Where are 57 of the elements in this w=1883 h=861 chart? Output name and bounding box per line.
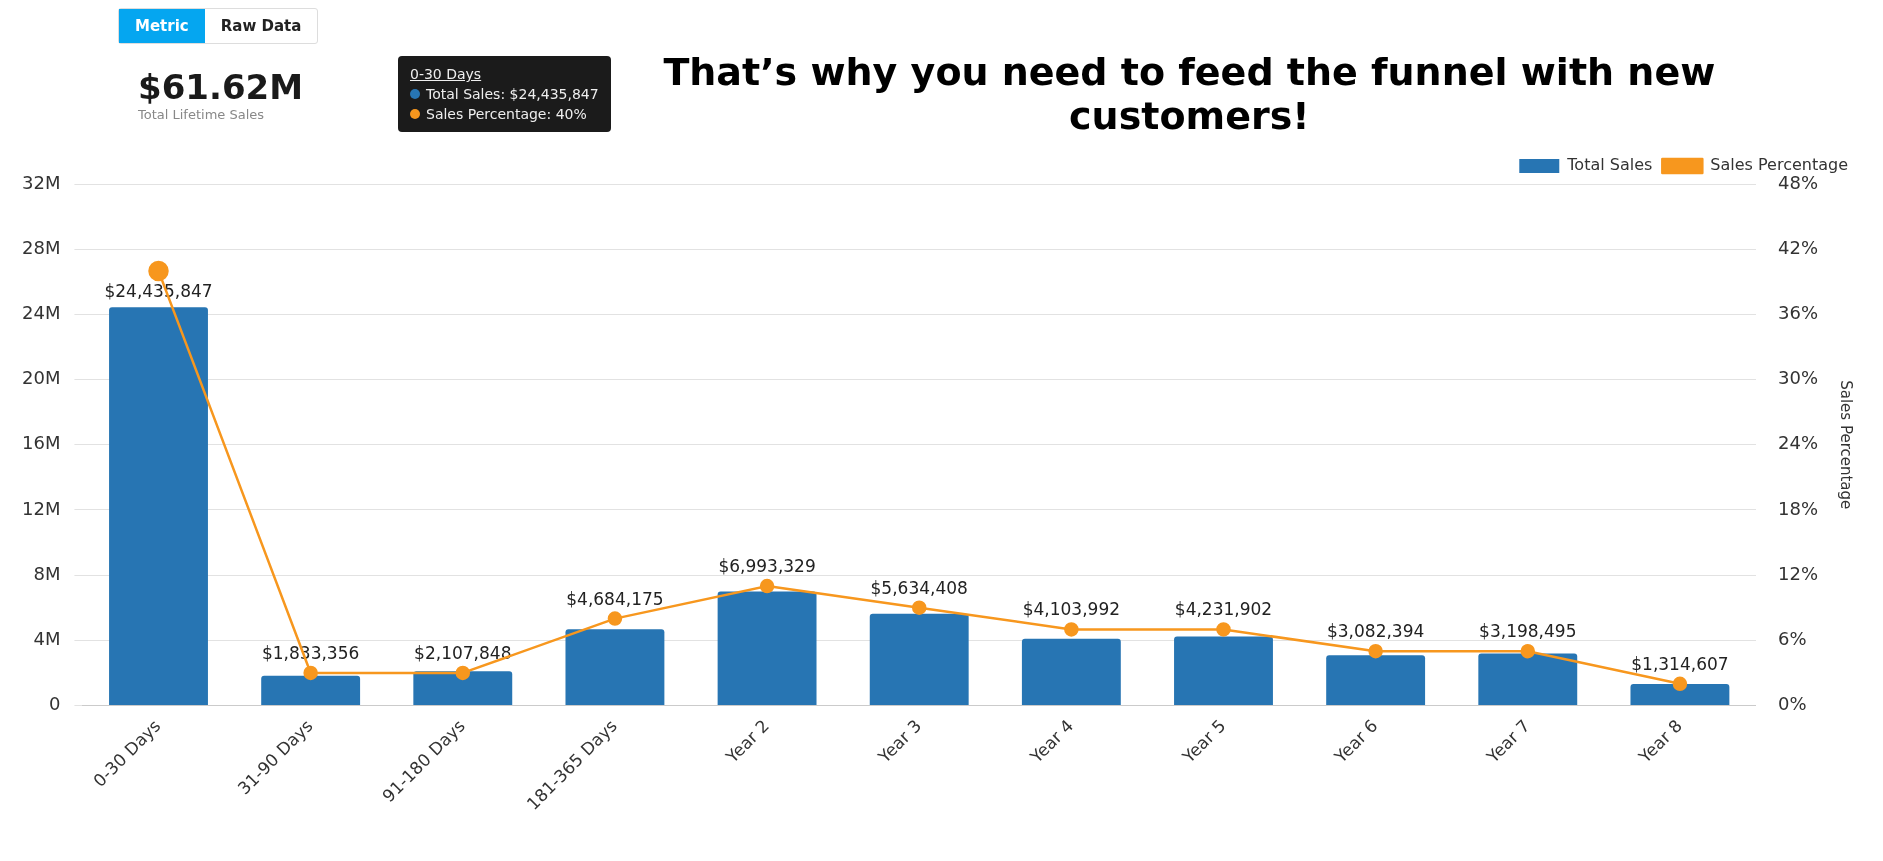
data-label: $1,314,607 bbox=[1631, 653, 1729, 674]
text: Total Lifetime Sales bbox=[138, 106, 266, 122]
y-tick-label: 4M bbox=[33, 628, 61, 650]
data-label: $2,107,848 bbox=[414, 642, 512, 663]
legend-label: Total Sales bbox=[1566, 155, 1653, 175]
text: Metric bbox=[119, 9, 205, 43]
point bbox=[1368, 643, 1383, 659]
y-tick-label: 32M bbox=[22, 171, 61, 193]
bar bbox=[717, 591, 817, 706]
bar bbox=[1478, 653, 1578, 706]
y-tick-label: 16M bbox=[22, 432, 61, 454]
point bbox=[303, 665, 318, 681]
y2-axis-title: Sales Percentage bbox=[1837, 380, 1856, 510]
bar bbox=[1326, 655, 1426, 706]
data-label: $4,231,902 bbox=[1174, 599, 1273, 620]
y-tick-label: 24M bbox=[22, 302, 61, 324]
data-label: $6,993,329 bbox=[718, 555, 816, 576]
point bbox=[911, 600, 927, 615]
point bbox=[1520, 643, 1536, 659]
bar bbox=[1630, 684, 1730, 706]
data-label: $3,198,495 bbox=[1479, 621, 1577, 642]
data-label: $4,684,175 bbox=[566, 588, 664, 609]
y-tick-label: 20M bbox=[22, 367, 61, 389]
y2-tick-label: 24% bbox=[1777, 432, 1819, 454]
point bbox=[607, 611, 623, 626]
bar bbox=[1174, 636, 1273, 706]
y2-tick-label: 42% bbox=[1777, 236, 1819, 258]
point bbox=[455, 665, 471, 681]
point bbox=[759, 578, 775, 594]
data-label: $5,634,408 bbox=[870, 577, 968, 598]
chart-title: That’s why you need to feed the funnel with new customers! bbox=[662, 50, 1717, 138]
data-label: $3,082,394 bbox=[1326, 621, 1425, 642]
bar bbox=[869, 613, 969, 706]
text: 0-30 Days bbox=[410, 65, 483, 84]
y2-tick-label: 0% bbox=[1777, 693, 1807, 715]
text: Total Sales: $24,435,847 bbox=[426, 85, 599, 104]
y2-tick-label: 18% bbox=[1777, 497, 1819, 519]
point bbox=[1064, 622, 1079, 637]
y-tick-label: 0 bbox=[48, 693, 61, 715]
text: Sales Percentage: 40% bbox=[426, 105, 587, 124]
y-tick-label: 8M bbox=[33, 562, 61, 584]
y-tick-label: 12M bbox=[22, 497, 61, 519]
data-label: $4,103,992 bbox=[1022, 599, 1121, 620]
point bbox=[1672, 676, 1688, 692]
bar bbox=[565, 629, 665, 706]
bar bbox=[413, 671, 513, 706]
text: $61.62M bbox=[138, 66, 305, 107]
point bbox=[1216, 622, 1231, 637]
y2-tick-label: 30% bbox=[1777, 367, 1819, 389]
bar bbox=[1021, 638, 1121, 706]
y2-tick-label: 12% bbox=[1777, 562, 1819, 584]
y2-tick-label: 36% bbox=[1777, 302, 1819, 324]
y-tick-label: 28M bbox=[22, 236, 61, 258]
bar bbox=[109, 307, 208, 706]
text: Raw Data bbox=[219, 16, 303, 37]
bar bbox=[261, 675, 361, 706]
y2-tick-label: 6% bbox=[1777, 628, 1807, 650]
